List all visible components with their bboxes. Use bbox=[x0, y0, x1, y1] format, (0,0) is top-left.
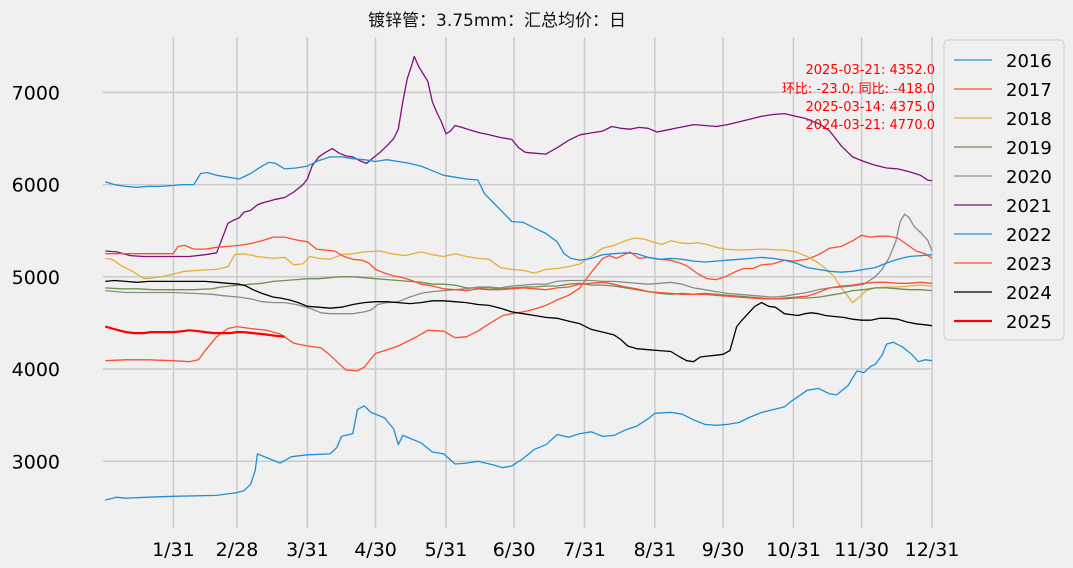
chart-title: 镀锌管：3.75mm：汇总均价：日 bbox=[368, 11, 626, 31]
legend-label-2024: 2024 bbox=[1006, 283, 1052, 304]
legend-label-2023: 2023 bbox=[1006, 254, 1052, 275]
x-tick-label: 9/30 bbox=[702, 539, 745, 561]
y-tick-label: 4000 bbox=[12, 359, 60, 381]
legend: 2016 2017 2018 2019 2020 2021 2022 2023 2024 2025 bbox=[943, 39, 1065, 341]
annotation-box: 2025-03-21: 4352.0 环比: -23.0; 同比: -418.0… bbox=[782, 63, 935, 133]
gridlines bbox=[103, 37, 933, 528]
annotation-line-3: 2025-03-14: 4375.0 bbox=[805, 100, 935, 115]
legend-label-2017: 2017 bbox=[1006, 80, 1052, 101]
series-line-2022 bbox=[105, 156, 933, 273]
legend-label-2025: 2025 bbox=[1006, 312, 1052, 333]
legend-label-2016: 2016 bbox=[1006, 51, 1052, 72]
series-line-2025 bbox=[105, 325, 285, 338]
x-tick-label: 4/30 bbox=[354, 539, 397, 561]
y-tick-label: 7000 bbox=[12, 82, 60, 104]
annotation-line-2: 环比: -23.0; 同比: -418.0 bbox=[782, 82, 935, 97]
series-line-2023 bbox=[105, 236, 933, 300]
legend-label-2019: 2019 bbox=[1006, 138, 1052, 159]
x-tick-label: 10/31 bbox=[766, 539, 821, 561]
x-tick-label: 5/31 bbox=[425, 539, 468, 561]
y-tick-label: 3000 bbox=[12, 451, 60, 473]
y-tick-label: 6000 bbox=[12, 175, 60, 197]
y-tick-label: 5000 bbox=[12, 267, 60, 289]
series-line-2020 bbox=[105, 213, 933, 315]
series-line-2019 bbox=[105, 276, 933, 300]
x-tick-label: 12/31 bbox=[905, 539, 960, 561]
legend-label-2022: 2022 bbox=[1006, 225, 1052, 246]
x-tick-label: 11/30 bbox=[834, 539, 889, 561]
series-line-2018 bbox=[105, 237, 933, 304]
legend-label-2021: 2021 bbox=[1006, 196, 1052, 217]
legend-label-2020: 2020 bbox=[1006, 167, 1052, 188]
legend-frame bbox=[943, 39, 1065, 341]
series-line-2021 bbox=[105, 55, 933, 258]
annotation-line-1: 2025-03-21: 4352.0 bbox=[805, 63, 935, 78]
x-tick-label: 2/28 bbox=[216, 539, 259, 561]
x-tick-label: 8/31 bbox=[634, 539, 677, 561]
series-line-2024 bbox=[105, 279, 933, 363]
series-line-2016 bbox=[105, 341, 933, 501]
annotation-line-4: 2024-03-21: 4770.0 bbox=[805, 118, 935, 133]
series-lines bbox=[105, 55, 933, 501]
x-tick-label: 6/30 bbox=[493, 539, 536, 561]
x-tick-label: 7/31 bbox=[563, 539, 606, 561]
x-tick-label: 1/31 bbox=[152, 539, 195, 561]
legend-label-2018: 2018 bbox=[1006, 109, 1052, 130]
axes: 3000 4000 5000 6000 7000 1/31 2/28 3/31 4/30 5/31… bbox=[12, 82, 960, 561]
x-tick-label: 3/31 bbox=[286, 539, 329, 561]
series-line-2017 bbox=[105, 234, 933, 372]
